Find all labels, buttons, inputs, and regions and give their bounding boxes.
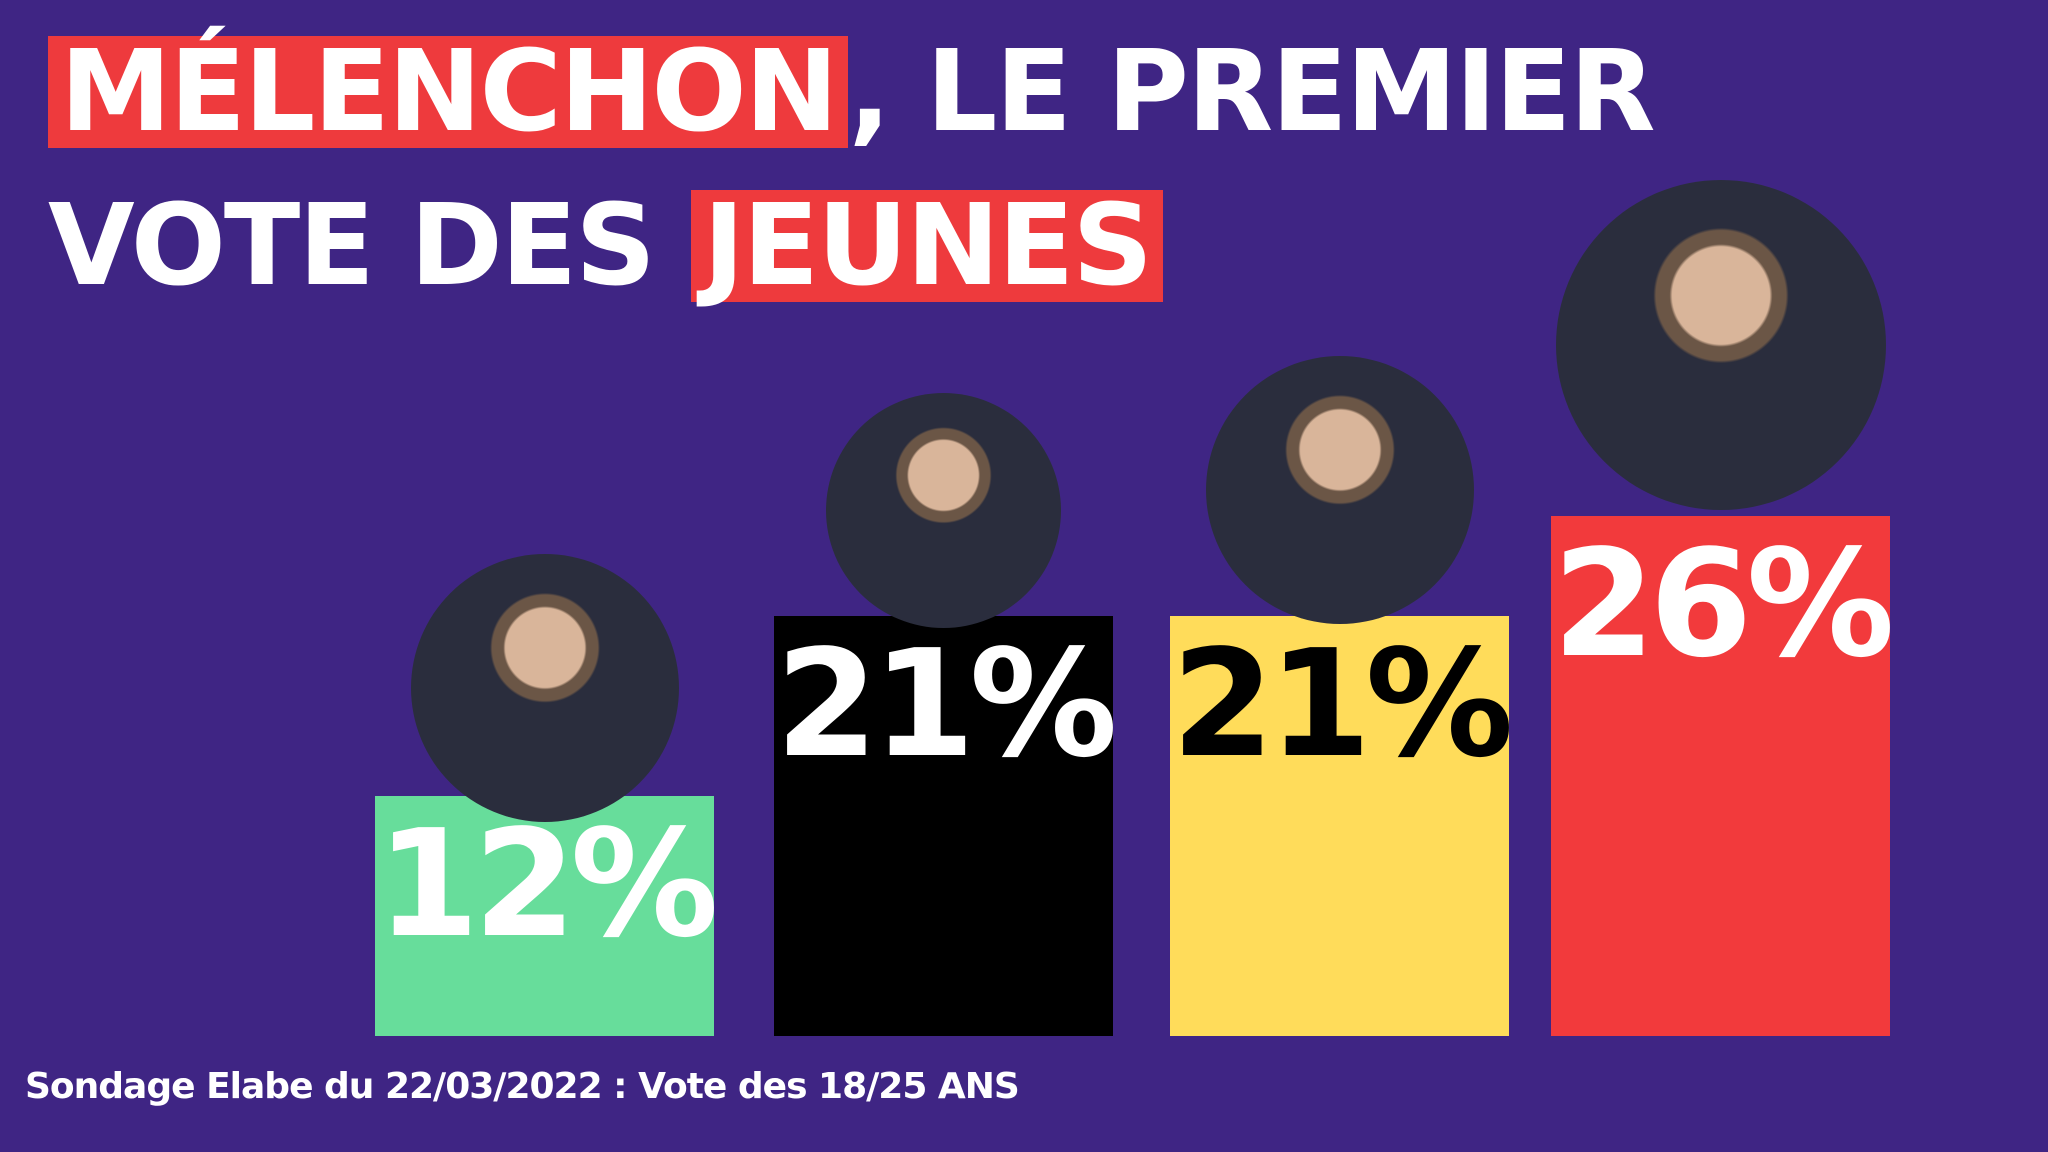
bar-2: 21%: [774, 616, 1118, 1036]
portrait-melenchon: [1555, 180, 1886, 510]
headline-line-1: MÉLENCHON, LE PREMIER: [48, 36, 1656, 148]
bar-4: 26%: [1551, 516, 1895, 1036]
source-note: Sondage Elabe du 22/03/2022 : Vote des 1…: [25, 1066, 1020, 1107]
bar-value-label: 21%: [1171, 618, 1513, 790]
headline-highlight-jeunes: JEUNES: [690, 190, 1163, 302]
portrait-le-pen: [826, 393, 1061, 628]
bar-1: 12%: [375, 796, 719, 1036]
headline-text-1: , LE PREMIER: [848, 27, 1655, 157]
headline-line-2: VOTE DES JEUNES: [48, 190, 1163, 302]
headline-highlight-melenchon: MÉLENCHON: [48, 36, 849, 148]
portrait-jadot: [410, 554, 679, 822]
bar-value-label: 21%: [775, 618, 1117, 790]
bar-value-label: 12%: [376, 798, 718, 970]
portrait-macron: [1205, 356, 1474, 624]
headline-text-2: VOTE DES: [48, 181, 691, 311]
bar-3: 21%: [1170, 616, 1514, 1036]
bar-value-label: 26%: [1552, 518, 1894, 690]
